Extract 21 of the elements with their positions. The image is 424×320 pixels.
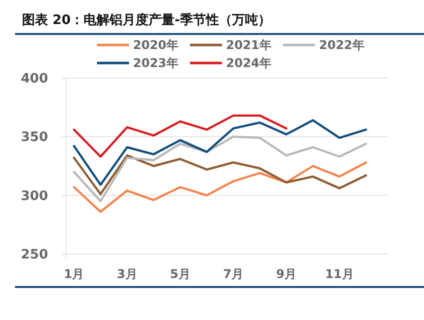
x-tick-label: 1月 (64, 267, 84, 281)
y-tick-label: 250 (20, 248, 48, 263)
x-tick-label: 11月 (325, 267, 354, 281)
x-tick-label: 9月 (276, 267, 297, 281)
line-series (72, 136, 368, 202)
y-tick-label: 400 (20, 72, 48, 87)
y-tick-label: 300 (20, 188, 48, 204)
chart-title: 图表 20：电解铝月度产量-季节性（万吨） (22, 12, 272, 28)
legend-label: 2020年 (133, 38, 178, 52)
legend-label: 2022年 (319, 38, 364, 52)
y-tick-label: 350 (20, 130, 48, 146)
x-tick-label: 5月 (170, 267, 190, 281)
line-series (72, 154, 368, 196)
line-series (72, 114, 288, 158)
legend-label: 2021年 (226, 38, 272, 52)
legend-label: 2023年 (133, 56, 178, 70)
line-series (72, 161, 368, 213)
line-series (72, 119, 368, 186)
legend-label: 2024年 (226, 56, 272, 70)
x-tick-label: 3月 (116, 267, 138, 281)
x-tick-label: 7月 (223, 267, 244, 281)
